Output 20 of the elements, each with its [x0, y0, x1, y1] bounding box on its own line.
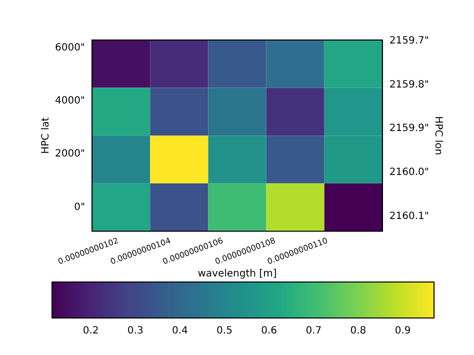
y2-tick-label: 2160.1": [389, 210, 430, 222]
y2-tick-label: 2160.0": [389, 167, 430, 178]
color-bar-label: 0.4: [172, 326, 188, 337]
color-bar-label: 0.3: [127, 326, 144, 337]
color-bar-label: 0.6: [261, 326, 278, 337]
x-axis-title: wavelength [m]: [198, 268, 277, 280]
y2-tick-label: 2159.8": [389, 79, 430, 90]
y2-axis-title: HPC lon: [432, 116, 444, 156]
y2-tick-label: 2159.7": [389, 35, 430, 46]
color-bar-label: 0.9: [394, 326, 411, 337]
y-axis-title: HPC lat: [40, 117, 52, 154]
color-bar-label: 0.8: [350, 326, 366, 337]
color-bar-label: 0.7: [306, 326, 322, 337]
y-tick-label: 0": [74, 202, 86, 213]
color-bar-label: 0.2: [82, 326, 99, 337]
y-tick-label: 2000": [54, 148, 86, 160]
y-tick-label: 4000": [54, 96, 86, 107]
y2-tick-label: 2159.9": [389, 123, 430, 134]
color-bar-label: 0.5: [216, 326, 232, 337]
y-tick-label: 6000": [54, 42, 86, 54]
